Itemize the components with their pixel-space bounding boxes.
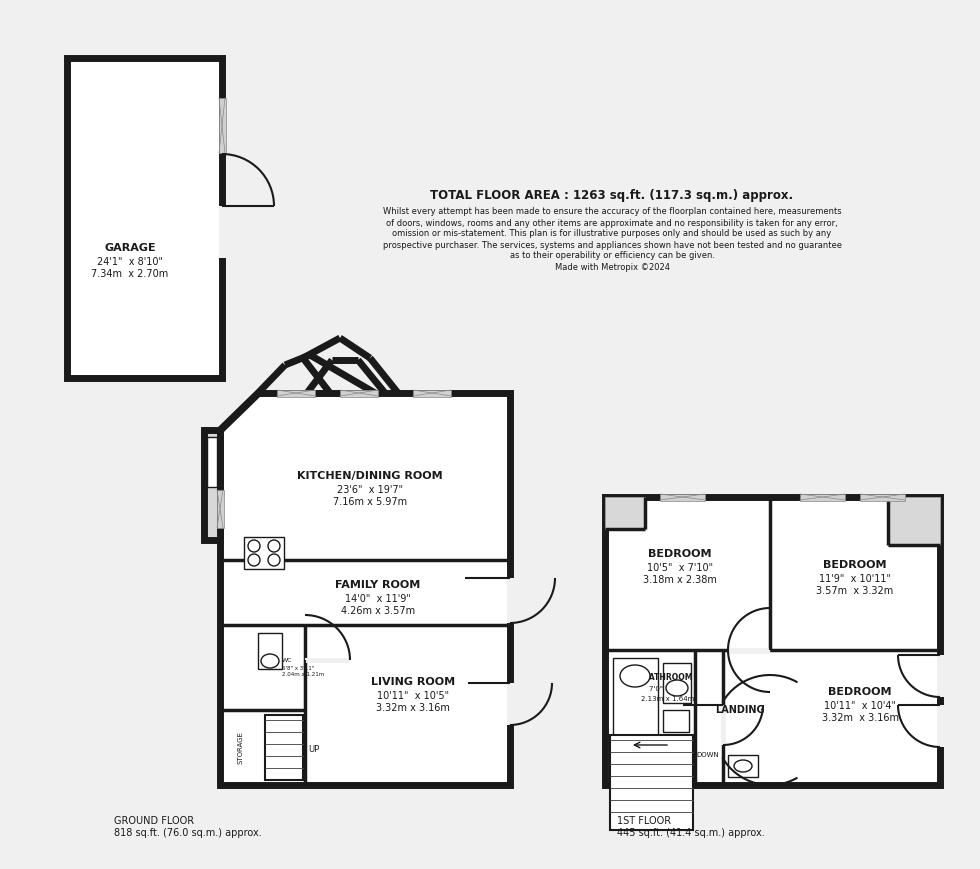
Bar xyxy=(507,683,514,725)
Text: Made with Metropix ©2024: Made with Metropix ©2024 xyxy=(555,262,669,271)
Bar xyxy=(728,648,770,653)
Bar xyxy=(207,461,217,487)
Bar xyxy=(605,497,645,529)
Text: 4.26m x 3.57m: 4.26m x 3.57m xyxy=(341,606,416,616)
Text: 10'11"  x 10'5": 10'11" x 10'5" xyxy=(377,691,449,701)
Bar xyxy=(610,735,693,830)
Bar xyxy=(613,658,658,738)
Polygon shape xyxy=(220,393,510,785)
Bar xyxy=(277,390,315,397)
Bar xyxy=(67,58,222,378)
Text: DOWN: DOWN xyxy=(696,752,718,758)
Text: prospective purchaser. The services, systems and appliances shown have not been : prospective purchaser. The services, sys… xyxy=(382,241,842,249)
Text: GROUND FLOOR
818 sq.ft. (76.0 sq.m.) approx.: GROUND FLOOR 818 sq.ft. (76.0 sq.m.) app… xyxy=(114,816,262,838)
Bar xyxy=(204,430,220,540)
Ellipse shape xyxy=(734,760,752,772)
Text: BEDROOM: BEDROOM xyxy=(648,549,711,559)
Bar xyxy=(728,648,770,653)
Text: GARAGE: GARAGE xyxy=(104,243,156,253)
Bar xyxy=(204,430,220,540)
Text: 23'6"  x 19'7": 23'6" x 19'7" xyxy=(337,485,403,495)
Text: 24'1"  x 8'10": 24'1" x 8'10" xyxy=(97,257,163,267)
Text: 7'0"  x 5'5": 7'0" x 5'5" xyxy=(649,686,687,692)
Text: 3.18m x 2.38m: 3.18m x 2.38m xyxy=(643,575,717,585)
Bar xyxy=(258,633,282,669)
Text: 1ST FLOOR
445 sq.ft. (41.4 sq.m.) approx.: 1ST FLOOR 445 sq.ft. (41.4 sq.m.) approx… xyxy=(617,816,764,838)
Bar xyxy=(663,663,691,703)
Text: LIVING ROOM: LIVING ROOM xyxy=(371,677,455,687)
Text: TOTAL FLOOR AREA : 1263 sq.ft. (117.3 sq.m.) approx.: TOTAL FLOOR AREA : 1263 sq.ft. (117.3 sq… xyxy=(430,189,794,202)
Text: 3.32m x 3.16m: 3.32m x 3.16m xyxy=(376,703,450,713)
Bar xyxy=(728,755,758,777)
Text: 10'11"  x 10'4": 10'11" x 10'4" xyxy=(824,701,896,711)
Text: WC: WC xyxy=(282,658,292,662)
Bar xyxy=(937,705,944,747)
Bar xyxy=(244,537,284,569)
Bar xyxy=(265,715,303,780)
Text: 7.16m x 5.97m: 7.16m x 5.97m xyxy=(333,497,407,507)
Text: 3.57m  x 3.32m: 3.57m x 3.32m xyxy=(816,586,894,596)
Bar xyxy=(937,655,944,697)
Text: 2.13m x 1.64m: 2.13m x 1.64m xyxy=(641,696,695,702)
Ellipse shape xyxy=(620,665,650,687)
Text: omission or mis-statement. This plan is for illustrative purposes only and shoul: omission or mis-statement. This plan is … xyxy=(392,229,832,238)
Text: BEDROOM: BEDROOM xyxy=(823,560,887,570)
Bar xyxy=(660,494,705,501)
Circle shape xyxy=(268,540,280,552)
Bar xyxy=(413,390,451,397)
Text: FAMILY ROOM: FAMILY ROOM xyxy=(335,580,420,590)
Ellipse shape xyxy=(666,680,688,696)
Text: BEDROOM: BEDROOM xyxy=(828,687,892,697)
Bar xyxy=(800,494,845,501)
Bar xyxy=(888,497,940,545)
Text: of doors, windows, rooms and any other items are approximate and no responsibili: of doors, windows, rooms and any other i… xyxy=(386,218,838,228)
Text: 6'8" x 3'11": 6'8" x 3'11" xyxy=(282,666,315,671)
Bar xyxy=(219,206,226,258)
Text: 3.32m  x 3.16m: 3.32m x 3.16m xyxy=(821,713,899,723)
Circle shape xyxy=(248,554,260,566)
Text: 11'9"  x 10'11": 11'9" x 10'11" xyxy=(819,574,891,584)
Text: 2.04m x 1.21m: 2.04m x 1.21m xyxy=(282,673,324,678)
Text: as to their operability or efficiency can be given.: as to their operability or efficiency ca… xyxy=(510,251,714,261)
Bar xyxy=(207,437,217,461)
Text: 10'5"  x 7'10": 10'5" x 7'10" xyxy=(647,563,713,573)
Bar xyxy=(207,437,217,487)
Text: LANDING: LANDING xyxy=(715,705,764,715)
Text: 7.34m  x 2.70m: 7.34m x 2.70m xyxy=(91,269,169,279)
Bar xyxy=(860,494,905,501)
Text: 14'0"  x 11'9": 14'0" x 11'9" xyxy=(345,594,411,604)
Bar xyxy=(605,497,940,785)
Bar xyxy=(305,658,350,662)
Bar xyxy=(340,390,378,397)
Bar xyxy=(721,705,725,745)
Bar xyxy=(219,98,226,153)
Text: BATHROOM: BATHROOM xyxy=(643,673,693,682)
Circle shape xyxy=(248,540,260,552)
Ellipse shape xyxy=(261,654,279,668)
Text: KITCHEN/DINING ROOM: KITCHEN/DINING ROOM xyxy=(297,471,443,481)
Text: Whilst every attempt has been made to ensure the accuracy of the floorplan conta: Whilst every attempt has been made to en… xyxy=(382,208,841,216)
Circle shape xyxy=(268,554,280,566)
Bar xyxy=(217,490,224,528)
Text: UP: UP xyxy=(308,746,319,754)
Text: STORAGE: STORAGE xyxy=(237,732,243,765)
Bar xyxy=(663,710,689,732)
Bar xyxy=(507,578,514,623)
